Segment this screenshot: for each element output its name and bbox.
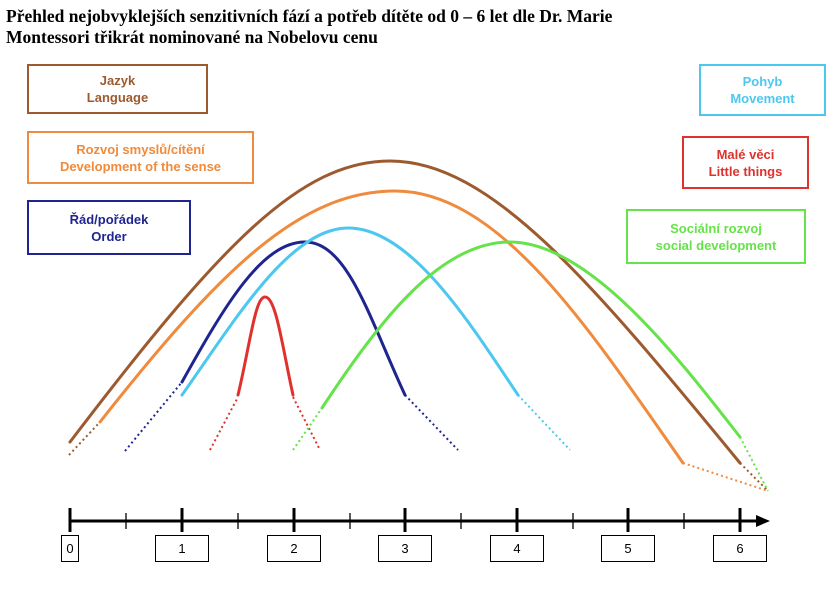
- movement-curve: [180, 226, 520, 397]
- minor-ticks: [125, 513, 685, 529]
- order-curve-end-dotted: [404, 394, 459, 451]
- age-label-3: 3: [378, 535, 432, 562]
- little-things-label-cz: Malé věci: [716, 146, 775, 162]
- language-label-cz: Jazyk: [99, 73, 136, 88]
- movement-legend-box: Pohyb Movement: [699, 64, 826, 116]
- language-curve-end-dotted: [739, 462, 769, 492]
- little-things-label-en: Little things: [708, 163, 783, 179]
- social-curve-start-dotted: [292, 407, 323, 451]
- page-title: Přehled nejobvyklejších senzitivních fáz…: [6, 6, 828, 48]
- title-line-1: Přehled nejobvyklejších senzitivních fáz…: [6, 6, 613, 26]
- language-curve: [68, 159, 742, 465]
- age-label-0: 0: [61, 535, 79, 562]
- senses-label-en: Development of the sense: [59, 158, 222, 174]
- movement-label-en: Movement: [730, 91, 795, 106]
- senses-curve: [98, 189, 685, 465]
- age-label-6: 6: [713, 535, 767, 562]
- title-line-2: Montessori třikrát nominované na Nobelov…: [6, 27, 378, 47]
- order-label-cz: Řád/pořádek: [69, 211, 149, 227]
- axis-arrowhead: [756, 515, 770, 527]
- time-axis: [68, 508, 770, 532]
- little-things-curve-start-dotted: [209, 396, 239, 451]
- age-label-4: 4: [490, 535, 544, 562]
- social-legend-box: Sociální rozvoj social development: [626, 209, 806, 264]
- age-label-5: 5: [601, 535, 655, 562]
- senses-legend-box: Rozvoj smyslů/cítění Development of the …: [27, 131, 254, 184]
- order-legend-box: Řád/pořádek Order: [27, 200, 191, 255]
- movement-curve-end-dotted: [517, 394, 571, 451]
- social-label-cz: Sociální rozvoj: [670, 220, 762, 236]
- language-legend-box: Jazyk Language: [27, 64, 208, 114]
- social-curve-end-dotted: [739, 436, 769, 492]
- social-curve: [320, 240, 742, 439]
- little-things-curve-end-dotted: [292, 396, 321, 451]
- social-label-en: social development: [655, 237, 777, 253]
- language-label-en: Language: [86, 90, 149, 105]
- age-label-2: 2: [267, 535, 321, 562]
- movement-label-cz: Pohyb: [742, 74, 783, 89]
- age-label-1: 1: [155, 535, 209, 562]
- little-things-curve: [236, 295, 295, 397]
- major-ticks: [68, 508, 742, 532]
- order-curve-start-dotted: [124, 381, 183, 452]
- senses-label-cz: Rozvoj smyslů/cítění: [76, 141, 205, 157]
- little-things-legend-box: Malé věci Little things: [682, 136, 809, 189]
- order-label-en: Order: [91, 228, 127, 244]
